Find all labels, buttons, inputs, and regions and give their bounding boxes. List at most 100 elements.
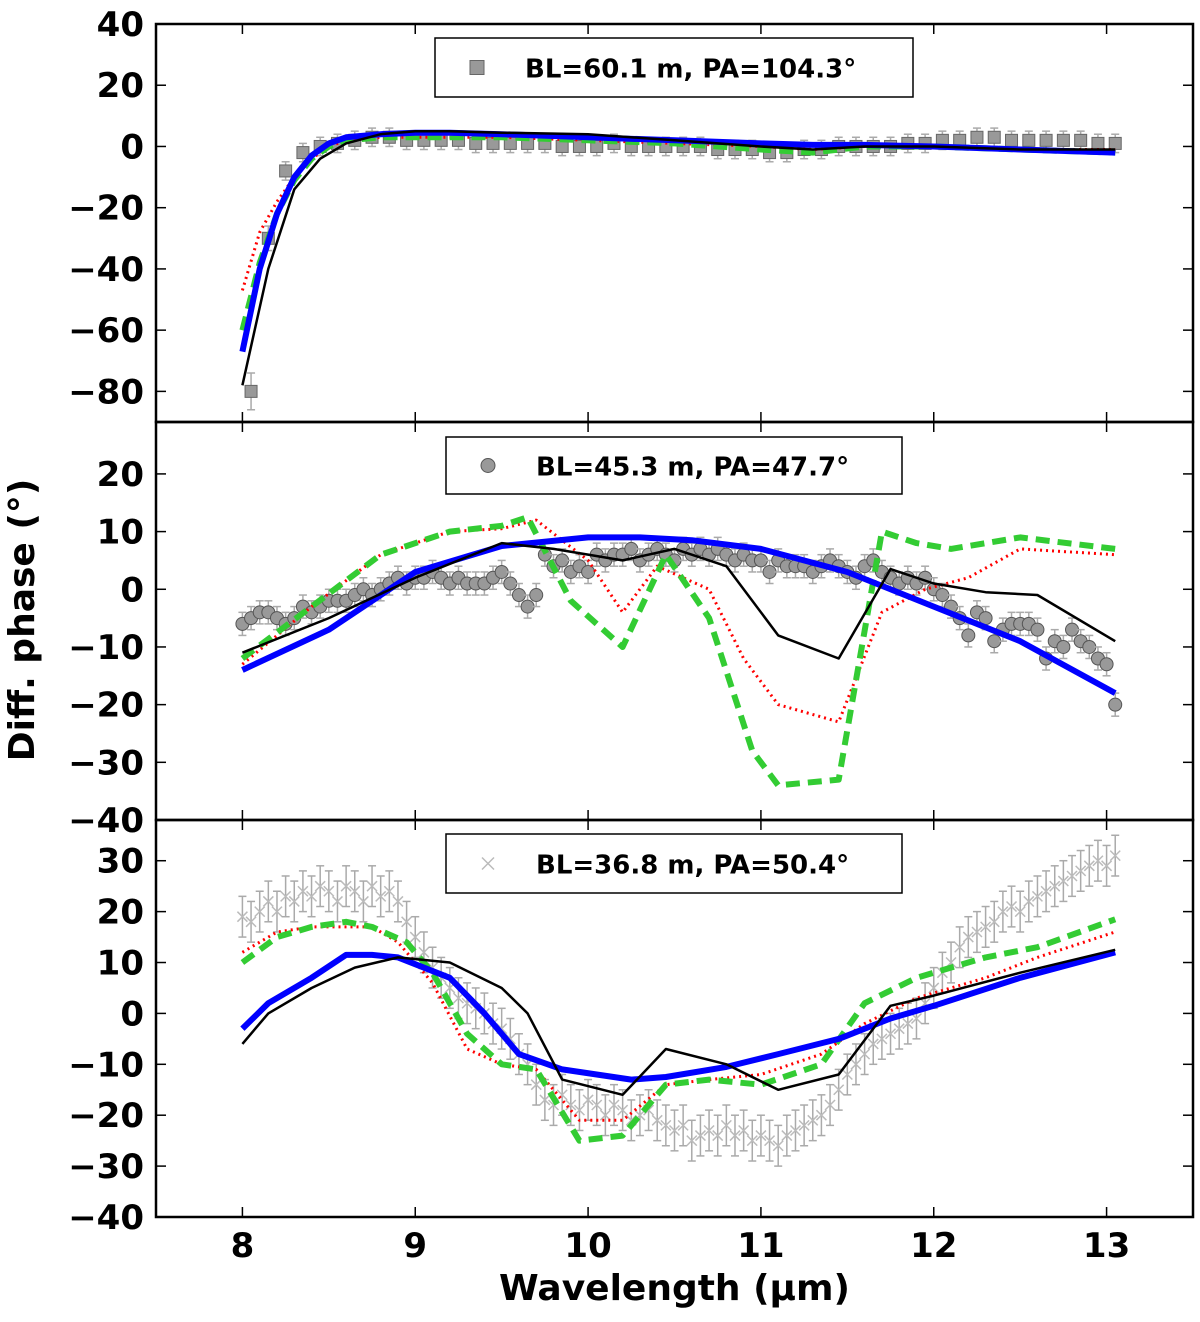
data-point-cross [357,895,369,907]
data-point-cross [703,1124,715,1137]
data-point-circle [1056,639,1071,654]
data-point-square [279,164,293,178]
model-curve-black [241,948,1116,1097]
y-tick-label: 20 [97,893,144,933]
model-curve-red-dotted [241,925,1116,1122]
y-tick-label: −60 [68,311,144,351]
model-curve-blue [241,534,1117,696]
data-point-cross [651,1114,663,1126]
data-point-circle [494,564,509,579]
data-point-cross [1083,860,1095,872]
y-tick-label: −10 [68,628,144,668]
data-point-cross [729,1130,741,1142]
data-point-cross [815,1109,827,1121]
data-point-cross [867,1038,879,1050]
data-point-cross [392,895,404,907]
legend-marker-cross [481,856,495,871]
data-point-square [1108,136,1122,150]
model-curve-black [241,129,1116,386]
data-point-cross [591,1099,603,1111]
data-point-cross [314,880,326,892]
data-point-cross [297,885,309,897]
data-point-square [1056,133,1070,147]
data-point-circle [555,553,570,568]
panel-plot-area [235,514,1123,789]
x-tick-label: 12 [910,1226,957,1266]
panel-3: −40 −30 −20 −10 0 10 20 30 BL=36.8 m, PA=50.4° [68,818,1195,1238]
legend-box [445,833,903,894]
data-point-cross [850,1058,862,1070]
data-point-circle [935,588,950,603]
data-point-circle [987,634,1002,649]
y-tick-label: −40 [68,250,144,290]
data-point-circle [624,541,639,556]
model-curve-red-dotted [240,135,1116,291]
data-point-cross [573,1104,585,1116]
data-point-cross [1005,900,1018,913]
data-point-cross [738,1124,750,1137]
y-tick-label: 20 [97,455,144,495]
data-point-square [1005,133,1019,147]
x-tick-label: 9 [403,1226,427,1266]
data-point-cross [720,1119,732,1131]
data-point-cross [236,911,248,923]
data-point-square [970,130,984,144]
data-point-circle [511,588,526,603]
data-point-circle [1030,622,1045,637]
data-point-cross [764,1135,776,1147]
data-point-cross [1014,906,1026,918]
data-point-cross [833,1084,845,1096]
data-point-cross [245,916,257,928]
data-point-cross [582,1094,594,1106]
data-point-cross [859,1048,871,1060]
x-tick-label: 10 [564,1226,611,1266]
data-point-cross [962,931,974,943]
y-tick-label: 0 [120,127,144,167]
data-point-circle [503,576,518,591]
legend-box [434,37,914,98]
data-point-cross [401,916,413,928]
y-tick-label: −40 [68,1198,144,1238]
data-point-cross [452,992,464,1004]
data-point-cross [539,1094,551,1106]
data-point-cross [1057,875,1069,887]
data-point-cross [366,880,378,892]
data-point-circle [1065,622,1080,637]
y-tick-label: −30 [68,743,144,783]
data-point-cross [988,916,1000,928]
data-point-cross [617,1104,629,1116]
y-tick-label: 10 [97,944,144,984]
model-curve-green-dashed [239,134,1116,331]
legend-label: BL=45.3 m, PA=47.7° [536,453,849,483]
data-point-cross [755,1130,767,1142]
model-curve-blue [240,949,1116,1083]
panel-plot-area [236,834,1121,1167]
data-point-cross [383,885,395,897]
data-point-cross [608,1099,620,1111]
model-curve-black [241,541,1116,660]
data-point-cross [798,1119,810,1131]
x-tick-label: 8 [231,1226,255,1266]
data-point-cross [1049,880,1061,892]
y-tick-label: −20 [68,1096,144,1136]
legend-marker-square [469,60,485,75]
data-point-square [1091,136,1105,150]
data-point-cross [781,1130,793,1142]
data-point-cross [262,895,274,907]
data-point-cross [876,1033,888,1045]
data-point-circle [762,564,777,579]
data-point-cross [885,1028,897,1040]
y-tick-label: −10 [68,1045,144,1085]
data-point-cross [686,1135,698,1147]
data-point-cross [789,1124,802,1137]
panel-1: −80 −60 −40 −20 0 20 40 BL=60.1 m, PA=104.3° [68,5,1195,424]
panel-frame [154,818,1195,1219]
data-point-cross [418,946,430,958]
y-tick-label: 0 [120,570,144,610]
data-point-cross [807,1114,819,1126]
model-curve-green-dashed [240,514,1116,789]
data-point-cross [910,1012,922,1025]
model-curve-blue [239,129,1116,353]
x-axis-label: Wavelength (μm) [499,1268,850,1309]
